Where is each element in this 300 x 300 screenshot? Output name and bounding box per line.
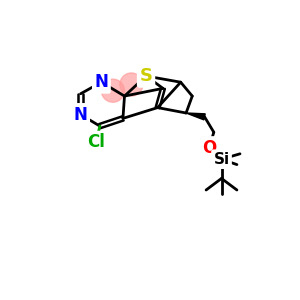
Polygon shape xyxy=(186,113,205,120)
Text: N: N xyxy=(74,106,88,124)
Text: Si: Si xyxy=(213,152,230,167)
Text: N: N xyxy=(94,73,108,91)
Text: Cl: Cl xyxy=(87,133,105,151)
Circle shape xyxy=(101,79,124,102)
Text: O: O xyxy=(202,139,216,157)
Text: S: S xyxy=(140,67,153,85)
Circle shape xyxy=(120,73,143,96)
